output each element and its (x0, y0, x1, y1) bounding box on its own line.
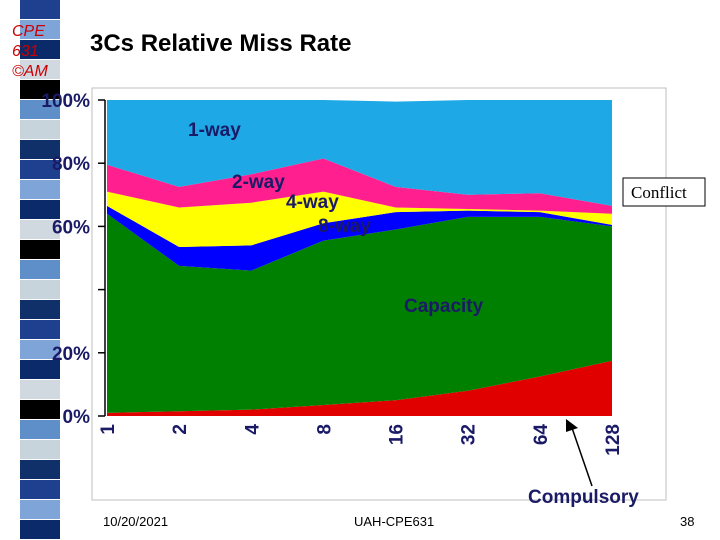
sidebar-block (20, 400, 60, 419)
sidebar-block (20, 520, 60, 539)
area-8-way (107, 205, 612, 271)
x-tick-label: 32 (459, 424, 480, 445)
logo-line-2: 631 (12, 43, 39, 60)
sidebar-block (20, 420, 60, 439)
label-1-way: 1-way (188, 120, 241, 141)
sidebar-block (20, 360, 60, 379)
label-4-way: 4-way (286, 192, 339, 213)
sidebar-block (20, 500, 60, 519)
footer-date: 10/20/2021 (103, 514, 169, 529)
sidebar-block (20, 280, 60, 299)
chart-annotations: 1-way 2-way 4-way 8-way Capacity Conflic… (188, 120, 706, 508)
sidebar-block (20, 0, 60, 19)
compulsory-arrow (570, 424, 593, 487)
x-tick-label: 8 (314, 424, 335, 435)
area-compulsory (107, 360, 612, 416)
chart-frame (91, 87, 667, 501)
x-tick-label: 64 (531, 424, 552, 446)
y-tick-label: 100% (41, 91, 90, 112)
x-tick-label: 4 (242, 424, 263, 435)
label-2-way: 2-way (232, 172, 285, 193)
label-8-way: 8-way (318, 216, 371, 237)
sidebar-block (20, 460, 60, 479)
chart-areas (107, 100, 612, 416)
sidebar-block (20, 380, 60, 399)
sidebar-block (20, 180, 60, 199)
sidebar-block (20, 240, 60, 259)
x-tick-label: 16 (387, 424, 408, 445)
sidebar-block (20, 60, 60, 79)
sidebar-block (20, 100, 60, 119)
y-tick-label: 0% (63, 407, 91, 428)
logo-line-3: ©AM (12, 63, 48, 80)
x-tick-label: 128 (603, 424, 624, 456)
label-compulsory: Compulsory (528, 487, 639, 508)
sidebar-block (20, 300, 60, 319)
conflict-box (622, 177, 706, 207)
y-axis-ticks: 0% 20% 60% 80% 100% (41, 91, 105, 428)
footer-course: UAH-CPE631 (354, 514, 435, 529)
compulsory-arrowhead (566, 419, 578, 432)
course-logo: CPE 631 ©AM (12, 22, 72, 82)
sidebar-block (20, 320, 60, 339)
y-tick-label: 60% (52, 217, 90, 238)
area-1-way (107, 100, 612, 206)
x-tick-label: 1 (98, 424, 119, 435)
x-axis-ticks: 1 2 4 8 16 32 64 128 (98, 424, 624, 456)
x-tick-label: 2 (170, 424, 191, 435)
label-capacity: Capacity (404, 296, 484, 317)
sidebar-block (20, 160, 60, 179)
sidebar-block (20, 40, 60, 59)
sidebar-block (20, 120, 60, 139)
footer-page-number: 38 (680, 514, 695, 529)
area-2-way (107, 158, 612, 214)
area-capacity (107, 213, 612, 413)
y-tick-label: 20% (52, 344, 90, 365)
sidebar-decoration (20, 0, 60, 540)
sidebar-block (20, 80, 60, 99)
area-4-way (107, 191, 612, 247)
sidebar-block (20, 220, 60, 239)
sidebar-block (20, 480, 60, 499)
sidebar-block (20, 200, 60, 219)
label-conflict: Conflict (631, 183, 687, 202)
sidebar-block (20, 140, 60, 159)
slide-title: 3Cs Relative Miss Rate (90, 30, 352, 57)
sidebar-block (20, 20, 60, 39)
sidebar-block (20, 340, 60, 359)
sidebar-block (20, 260, 60, 279)
logo-line-1: CPE (12, 23, 45, 40)
sidebar-block (20, 440, 60, 459)
y-tick-label: 80% (52, 154, 90, 175)
